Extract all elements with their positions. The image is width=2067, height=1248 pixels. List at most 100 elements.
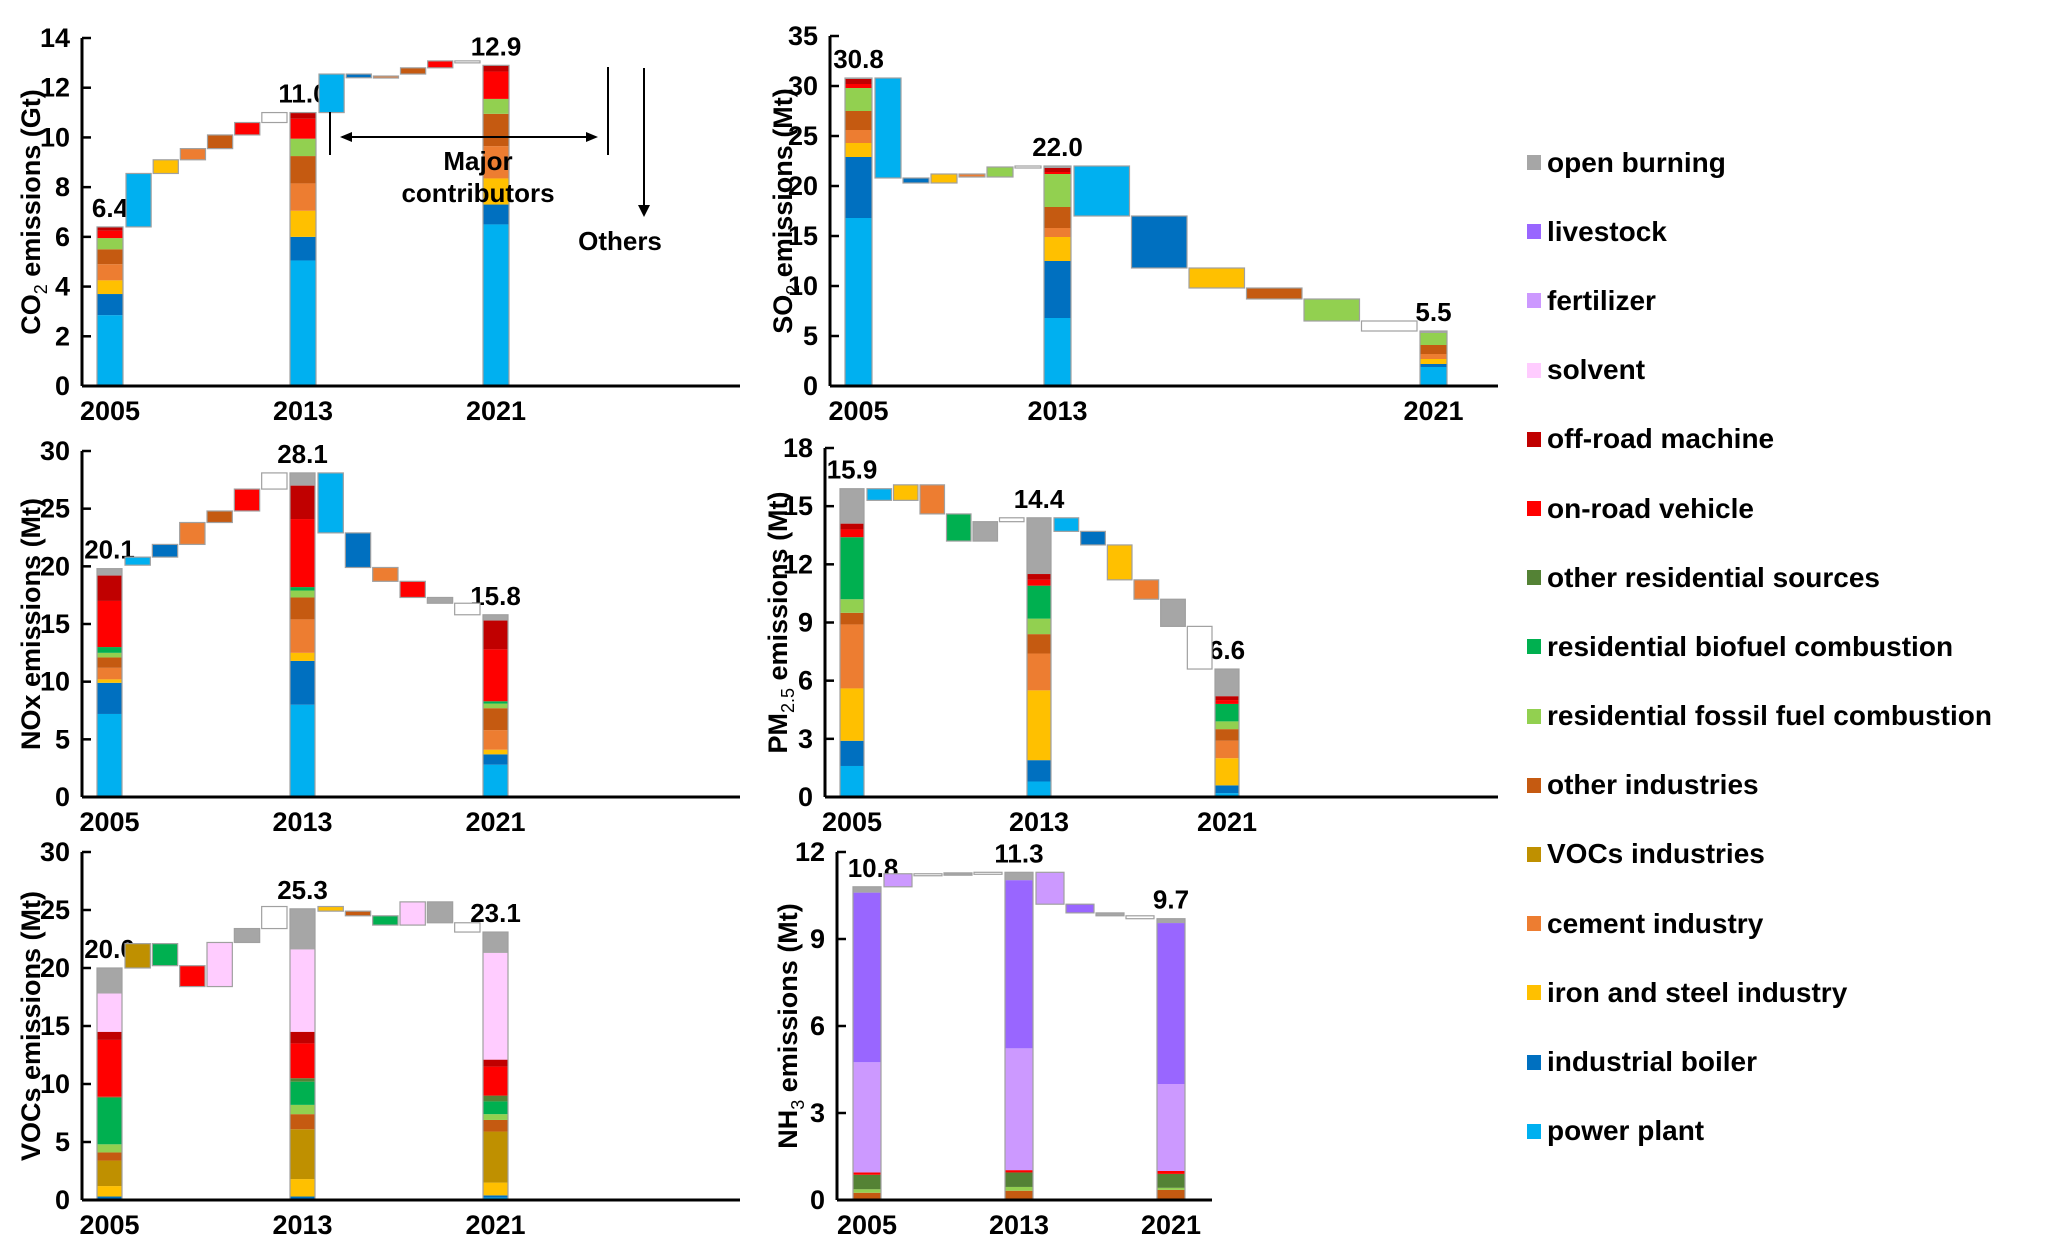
bar-segment-res_fossil bbox=[97, 238, 123, 250]
bar-segment-off_road bbox=[1027, 574, 1051, 580]
bar-segment-other_res bbox=[483, 1095, 508, 1102]
bar-segment-res_fossil bbox=[845, 88, 872, 111]
y-axis-title: NOx emissions (Mt) bbox=[16, 498, 46, 750]
bar-segment-open_burning bbox=[290, 908, 315, 950]
bar-segment-power bbox=[97, 713, 122, 797]
x-tick-label: 2013 bbox=[272, 1210, 332, 1240]
y-axis-title-main: VOCs emissions (Mt) bbox=[16, 891, 46, 1161]
bar-segment-vocs_ind bbox=[290, 1129, 315, 1180]
waterfall-step-power bbox=[125, 172, 152, 228]
bar-segment-on_road bbox=[840, 529, 864, 538]
bar-segment-off_road bbox=[290, 1031, 315, 1044]
legend-swatch bbox=[1527, 155, 1541, 171]
y-tick-label: 0 bbox=[810, 1185, 825, 1215]
bar-segment-other_res bbox=[97, 1096, 122, 1098]
waterfall-step-cement bbox=[179, 148, 207, 161]
legend-label: off-road machine bbox=[1547, 423, 1775, 455]
waterfall-step-iron_steel bbox=[317, 905, 344, 912]
bar-segment-power bbox=[290, 704, 315, 797]
waterfall-step-boiler bbox=[344, 532, 372, 569]
bar-segment-res_fossil bbox=[483, 98, 509, 114]
bar-segment-other_res bbox=[290, 1078, 315, 1082]
bar-segment-open_burning bbox=[290, 472, 315, 486]
waterfall-step-fertilizer bbox=[1035, 871, 1065, 905]
legend-label: other industries bbox=[1547, 769, 1759, 801]
bar-segment-boiler bbox=[290, 236, 316, 261]
y-axis-title-main: NH bbox=[773, 1110, 803, 1149]
bar-segment-boiler bbox=[845, 157, 872, 218]
y-tick-label: 0 bbox=[55, 1185, 70, 1215]
waterfall-step-solvent bbox=[206, 941, 233, 988]
legend-label: iron and steel industry bbox=[1547, 976, 1848, 1008]
bar-segment-power bbox=[483, 224, 509, 386]
total-label: 28.1 bbox=[277, 439, 328, 469]
waterfall-step-open_burning bbox=[426, 596, 454, 604]
bar-segment-iron_steel bbox=[97, 679, 122, 683]
bar-segment-on_road bbox=[97, 230, 123, 239]
bar-segment-other_ind bbox=[97, 1152, 122, 1161]
bar-segment-livestock bbox=[1005, 880, 1033, 1049]
bar-segment-power bbox=[97, 315, 123, 386]
waterfall-step-others bbox=[1014, 165, 1042, 169]
y-tick-label: 5 bbox=[55, 724, 70, 754]
bar-segment-res_bio bbox=[290, 587, 315, 591]
bar-segment-iron_steel bbox=[97, 1186, 122, 1197]
bar-segment-res_fossil bbox=[1157, 1187, 1185, 1190]
bar-segment-on_road bbox=[97, 600, 122, 648]
total-label: 9.7 bbox=[1153, 885, 1189, 915]
bar-segment-fertilizer bbox=[1157, 1084, 1185, 1171]
y-tick-label: 15 bbox=[788, 221, 818, 251]
bar-segment-res_fossil bbox=[97, 1144, 122, 1153]
bar-segment-other_ind bbox=[290, 156, 316, 184]
waterfall-step-open_burning bbox=[1160, 598, 1186, 627]
waterfall-step-iron_steel bbox=[1106, 544, 1133, 581]
y-tick-label: 0 bbox=[55, 371, 70, 401]
bar-segment-on_road bbox=[1044, 172, 1071, 174]
bar-segment-solvent bbox=[290, 949, 315, 1032]
y-axis-title: VOCs emissions (Mt) bbox=[16, 891, 46, 1161]
bar-segment-res_bio bbox=[483, 1101, 508, 1115]
total-label: 14.4 bbox=[1014, 484, 1065, 514]
x-tick-label: 2021 bbox=[1403, 396, 1463, 426]
bar-segment-cement bbox=[1027, 653, 1051, 691]
bar-segment-on_road bbox=[483, 1066, 508, 1096]
waterfall-step-boiler bbox=[1130, 215, 1188, 269]
bar-segment-open_burning bbox=[483, 932, 508, 953]
bar-segment-other_ind bbox=[840, 612, 864, 625]
y-axis-title-subscript: 2.5 bbox=[778, 688, 798, 713]
x-tick-label: 2013 bbox=[1027, 396, 1087, 426]
waterfall-step-power bbox=[1053, 517, 1080, 532]
bar-segment-power bbox=[840, 765, 864, 797]
y-axis-title: PM2.5 emissions (Mt) bbox=[763, 491, 798, 753]
waterfall-step-boiler bbox=[902, 177, 930, 184]
bar-segment-power bbox=[483, 764, 508, 797]
bar-segment-other_ind bbox=[1215, 729, 1239, 741]
bar-segment-on_road bbox=[1215, 700, 1239, 704]
y-tick-label: 3 bbox=[798, 724, 813, 754]
bar-segment-power bbox=[290, 260, 316, 386]
bar-segment-solvent bbox=[483, 952, 508, 1060]
y-tick-label: 12 bbox=[40, 73, 70, 103]
waterfall-step-others bbox=[454, 922, 481, 933]
waterfall-step-cement bbox=[958, 173, 986, 178]
bar-segment-fertilizer bbox=[853, 1062, 881, 1173]
bar-segment-res_fossil bbox=[483, 1114, 508, 1120]
bar-segment-res_bio bbox=[97, 1097, 122, 1145]
bar-segment-res_fossil bbox=[1044, 174, 1071, 207]
bar-segment-boiler bbox=[840, 740, 864, 766]
bar-segment-livestock bbox=[1157, 923, 1185, 1084]
bar-segment-iron_steel bbox=[1215, 758, 1239, 786]
bar-segment-res_fossil bbox=[853, 1189, 881, 1193]
total-label: 6.4 bbox=[92, 193, 129, 223]
waterfall-step-other_ind bbox=[206, 510, 233, 524]
y-tick-label: 30 bbox=[788, 71, 818, 101]
legend-item-res-bio: residential biofuel combustion bbox=[1527, 612, 1992, 681]
y-tick-label: 10 bbox=[40, 667, 70, 697]
y-tick-label: 10 bbox=[40, 1069, 70, 1099]
bar-segment-power bbox=[845, 218, 872, 386]
y-tick-label: 20 bbox=[40, 551, 70, 581]
bar-segment-other_ind bbox=[1027, 634, 1051, 654]
y-tick-label: 8 bbox=[55, 172, 70, 202]
bar-segment-cement bbox=[97, 667, 122, 680]
bar-segment-res_bio bbox=[1215, 703, 1239, 722]
